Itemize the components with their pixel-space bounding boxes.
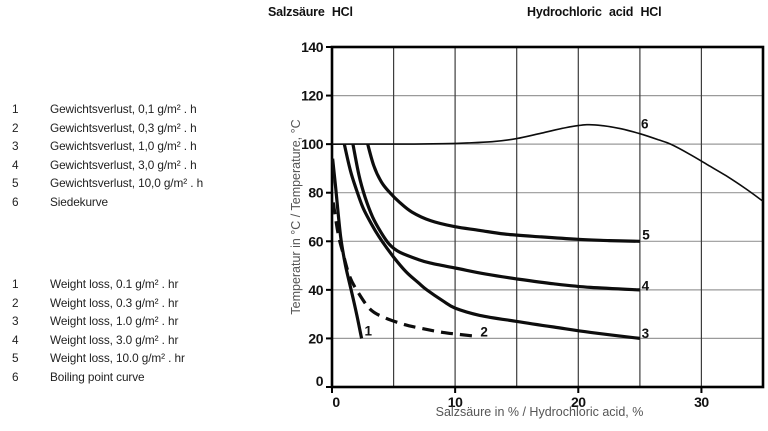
y-tick-label: 60 [308,233,323,249]
legend-item: 3 Weight loss, 1.0 g/m² . hr [12,314,185,333]
legend-item: 2 Gewichtsverlust, 0,3 g/m² . h [12,121,203,140]
legend-item-label: Weight loss, 1.0 g/m² . hr [50,314,179,329]
x-tick-label: 0 [332,394,340,410]
curve-2-label: 2 [480,325,488,340]
legend-item-number: 3 [12,139,19,154]
legend-item-label: Weight loss, 10.0 g/m² . hr [50,351,185,366]
legend-item-label: Gewichtsverlust, 0,3 g/m² . h [50,120,197,135]
legend-item-number: 3 [12,314,19,329]
legend-item-label: Weight loss, 0.3 g/m² . hr [50,295,179,310]
legend-item-number: 6 [12,194,19,209]
legend-item: 5 Gewichtsverlust, 10,0 g/m² . h [12,176,203,195]
legend-item: 5 Weight loss, 10.0 g/m² . hr [12,351,185,370]
plot-frame [330,45,765,389]
legend-item-label: Boiling point curve [50,369,145,384]
x-tick-label: 10 [448,394,463,410]
y-tick-label: 120 [301,88,324,104]
legend-item: 4 Gewichtsverlust, 3,0 g/m² . h [12,158,203,177]
legend-item-number: 1 [12,277,19,291]
curve-4-label: 4 [642,279,650,294]
legend-item-number: 5 [12,351,19,366]
curve-5-label: 5 [642,228,650,243]
curve-6-path [331,123,764,202]
curve-3-path [342,143,641,340]
legend-item-label: Gewichtsverlust, 1,0 g/m² . h [50,139,197,154]
y-tick-label: 40 [308,282,323,298]
legend-item: 2 Weight loss, 0.3 g/m² . hr [12,296,185,315]
legend-item: 4 Weight loss, 3.0 g/m² . hr [12,333,185,352]
legend-item-label: Weight loss, 3.0 g/m² . hr [50,332,179,347]
y-axis-label: Temperatur in °C / Temperature, °C [289,119,303,314]
legend-item-number: 2 [12,295,19,310]
legend-item: 6 Siedekurve [12,195,203,214]
legend-item-label: Siedekurve [50,194,109,209]
curve-2-path [331,202,474,338]
legend-german: 1 Gewichtsverlust, 0,1 g/m² . h 2 Gewichtsv… [12,102,203,214]
title-german: Salzsäure HCl [268,5,353,19]
legend-item: 3 Gewichtsverlust, 1,0 g/m² . h [12,139,203,158]
y-tick-label: 140 [301,39,324,55]
legend-item: 6 Boiling point curve [12,370,185,389]
legend-item-number: 4 [12,157,19,172]
y-tick-label: 20 [308,330,323,346]
curve-6-label: 6 [641,117,649,132]
x-tick-label: 30 [694,394,709,410]
x-tick-label: 20 [571,394,586,410]
curve-1-label: 1 [365,323,373,338]
curve-3-label: 3 [642,326,650,341]
legend-english: 1 Weight loss, 0.1 g/m² . hr 2 Weight loss,… [12,277,185,389]
curve-1-path [331,158,364,339]
curve-5-path [366,143,640,243]
legend-item-number: 2 [12,120,19,135]
legend-item-number: 1 [12,102,19,116]
legend-item-label: Gewichtsverlust, 10,0 g/m² . h [50,176,204,191]
y-tick-label: 100 [301,136,324,152]
legend-item-label: Weight loss, 0.1 g/m² . hr [50,277,179,291]
legend-item: 1 Weight loss, 0.1 g/m² . hr [12,277,185,296]
legend-item-number: 4 [12,332,19,347]
y-tick-label: 0 [316,373,324,389]
legend-item-number: 6 [12,369,19,384]
y-tick-label: 80 [308,185,323,201]
title-english: Hydrochloric acid HCl [527,5,662,19]
legend-item-number: 5 [12,176,19,191]
legend-item: 1 Gewichtsverlust, 0,1 g/m² . h [12,102,203,121]
x-axis-label: Salzsäure in % / Hydrochloric acid, % [436,405,644,419]
curve-4-path [351,143,640,292]
legend-item-label: Gewichtsverlust, 3,0 g/m² . h [50,157,197,172]
legend-item-label: Gewichtsverlust, 0,1 g/m² . h [50,102,197,116]
